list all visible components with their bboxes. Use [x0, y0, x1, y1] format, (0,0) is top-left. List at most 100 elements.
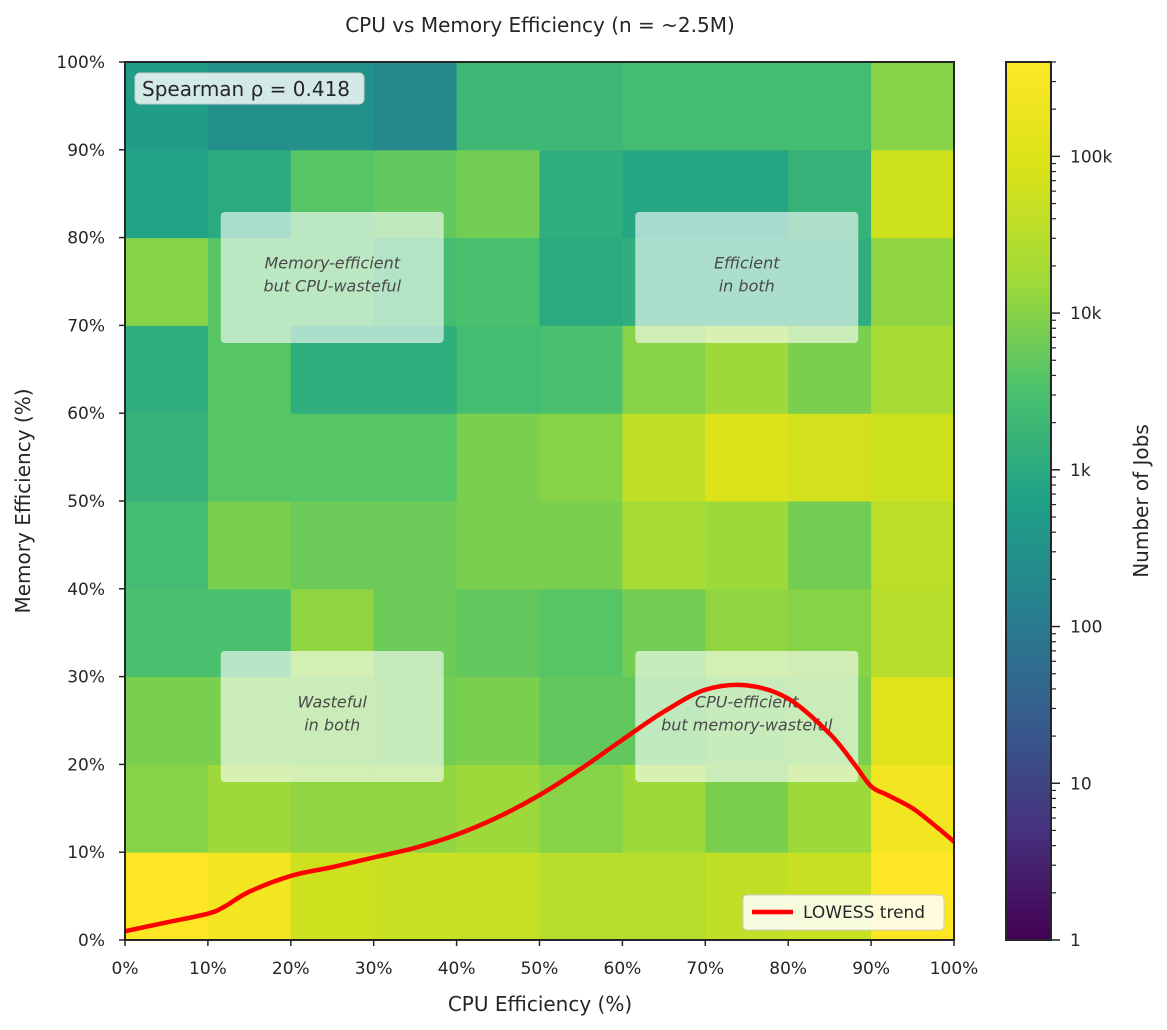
quadrant-label-line1: Wasteful: [298, 693, 368, 712]
heatmap-cell: [456, 588, 540, 678]
heatmap-cell: [456, 676, 540, 765]
heatmap-cell: [539, 237, 623, 326]
y-tick-label: 30%: [67, 668, 105, 688]
spearman-text: Spearman ρ = 0.418: [142, 77, 350, 101]
lowess-trend-line: [125, 682, 954, 934]
heatmap-cell: [290, 501, 375, 590]
y-tick-label: 60%: [67, 404, 105, 424]
quadrant-label-line2: but memory-wasteful: [661, 716, 833, 735]
heatmap-cell: [871, 149, 955, 239]
heatmap-cell: [373, 62, 458, 151]
heatmap-cell: [125, 501, 209, 590]
colorbar-label: Number of Jobs: [1129, 424, 1153, 578]
heatmap-cell: [622, 501, 706, 590]
heatmap-cell: [207, 501, 292, 590]
colorbar: [1005, 61, 1052, 941]
heatmap-cell: [456, 149, 540, 239]
spearman-annotation: Spearman ρ = 0.418: [134, 72, 365, 105]
heatmap-cell: [125, 588, 209, 678]
y-tick-label: 40%: [67, 580, 105, 600]
heatmap-cells: [125, 62, 955, 941]
heatmap-cell: [788, 501, 872, 590]
heatmap-cell: [125, 149, 209, 239]
x-tick-label: 70%: [686, 959, 724, 979]
heatmap-cell: [456, 852, 540, 941]
x-tick-label: 40%: [438, 959, 476, 979]
x-tick-label: 80%: [769, 959, 807, 979]
heatmap-cell: [788, 62, 872, 151]
y-axis-label: Memory Efficiency (%): [11, 389, 35, 614]
y-tick-label: 70%: [67, 316, 105, 336]
heatmap-cell: [871, 501, 955, 590]
colorbar-tick-label: 100k: [1070, 147, 1112, 167]
heatmap-cell: [871, 325, 955, 414]
quadrant-labels: Memory-efficient but CPU-wasteful Efficien…: [220, 212, 859, 782]
heatmap-cell: [207, 413, 292, 502]
heatmap-cell: [871, 237, 955, 326]
heatmap-cell: [456, 62, 540, 151]
colorbar-tick-label: 10k: [1070, 304, 1102, 324]
y-tick-label: 20%: [67, 755, 105, 775]
colorbar-tick-label: 100: [1070, 618, 1102, 638]
heatmap-cell: [456, 501, 540, 590]
heatmap-cell: [539, 413, 623, 502]
heatmap-cell: [125, 764, 209, 853]
x-tick-label: 10%: [189, 959, 227, 979]
legend-label: LOWESS trend: [803, 903, 925, 923]
y-tick-label: 100%: [56, 53, 105, 73]
quadrant-label-line2: but CPU-wasteful: [263, 277, 401, 296]
colorbar-tick-label: 1k: [1070, 461, 1091, 481]
heatmap-cell: [622, 62, 706, 151]
heatmap-cell: [871, 588, 955, 678]
y-tick-label: 80%: [67, 229, 105, 249]
quadrant-label-line1: Memory-efficient: [264, 254, 400, 273]
heatmap-cell: [705, 413, 789, 502]
heatmap-cell: [539, 676, 623, 765]
heatmap-cell: [125, 676, 209, 765]
y-tick-label: 90%: [67, 141, 105, 161]
heatmap-cell: [456, 325, 540, 414]
heatmap-cell: [622, 413, 706, 502]
heatmap-cell: [871, 413, 955, 502]
heatmap-cell: [125, 237, 209, 326]
x-axis-ticks: 0% 10% 20% 30% 40% 50% 60% 70% 80% 90% 100%: [112, 940, 979, 979]
heatmap-cell: [373, 501, 458, 590]
heatmap-cell: [539, 325, 623, 414]
heatmap-cell: [207, 852, 292, 941]
y-tick-label: 50%: [67, 492, 105, 512]
quadrant-box: [635, 212, 859, 343]
heatmap-cell: [622, 852, 706, 941]
chart-title: CPU vs Memory Efficiency (n = ~2.5M): [345, 13, 735, 37]
quadrant-box: [220, 212, 444, 343]
x-axis-label: CPU Efficiency (%): [448, 992, 632, 1016]
x-tick-label: 100%: [930, 959, 979, 979]
heatmap-cell: [290, 413, 375, 502]
y-tick-label: 0%: [78, 931, 105, 951]
heatmap-cell: [539, 852, 623, 941]
heatmap-cell: [125, 413, 209, 502]
x-tick-label: 20%: [272, 959, 310, 979]
heatmap-cell: [539, 588, 623, 678]
quadrant-label-line2: in both: [304, 716, 360, 735]
colorbar-tick-label: 10: [1070, 774, 1092, 794]
heatmap-cell: [456, 237, 540, 326]
heatmap-cell: [705, 501, 789, 590]
heatmap-cell: [539, 62, 623, 151]
quadrant-box: [220, 651, 444, 782]
x-tick-label: 50%: [521, 959, 559, 979]
colorbar-tick-label: 1: [1070, 931, 1081, 951]
quadrant-label-line2: in both: [719, 277, 775, 296]
x-tick-label: 60%: [604, 959, 642, 979]
heatmap-cell: [539, 764, 623, 853]
heatmap-cell: [373, 413, 458, 502]
heatmap-cell: [373, 852, 458, 941]
heatmap-cell: [871, 676, 955, 765]
x-tick-label: 30%: [355, 959, 393, 979]
heatmap-cell: [539, 149, 623, 239]
x-tick-label: 90%: [852, 959, 890, 979]
heatmap-cell: [788, 413, 872, 502]
legend: LOWESS trend: [742, 894, 945, 931]
heatmap-cell: [871, 62, 955, 151]
quadrant-label-line1: CPU-efficient: [695, 693, 799, 712]
